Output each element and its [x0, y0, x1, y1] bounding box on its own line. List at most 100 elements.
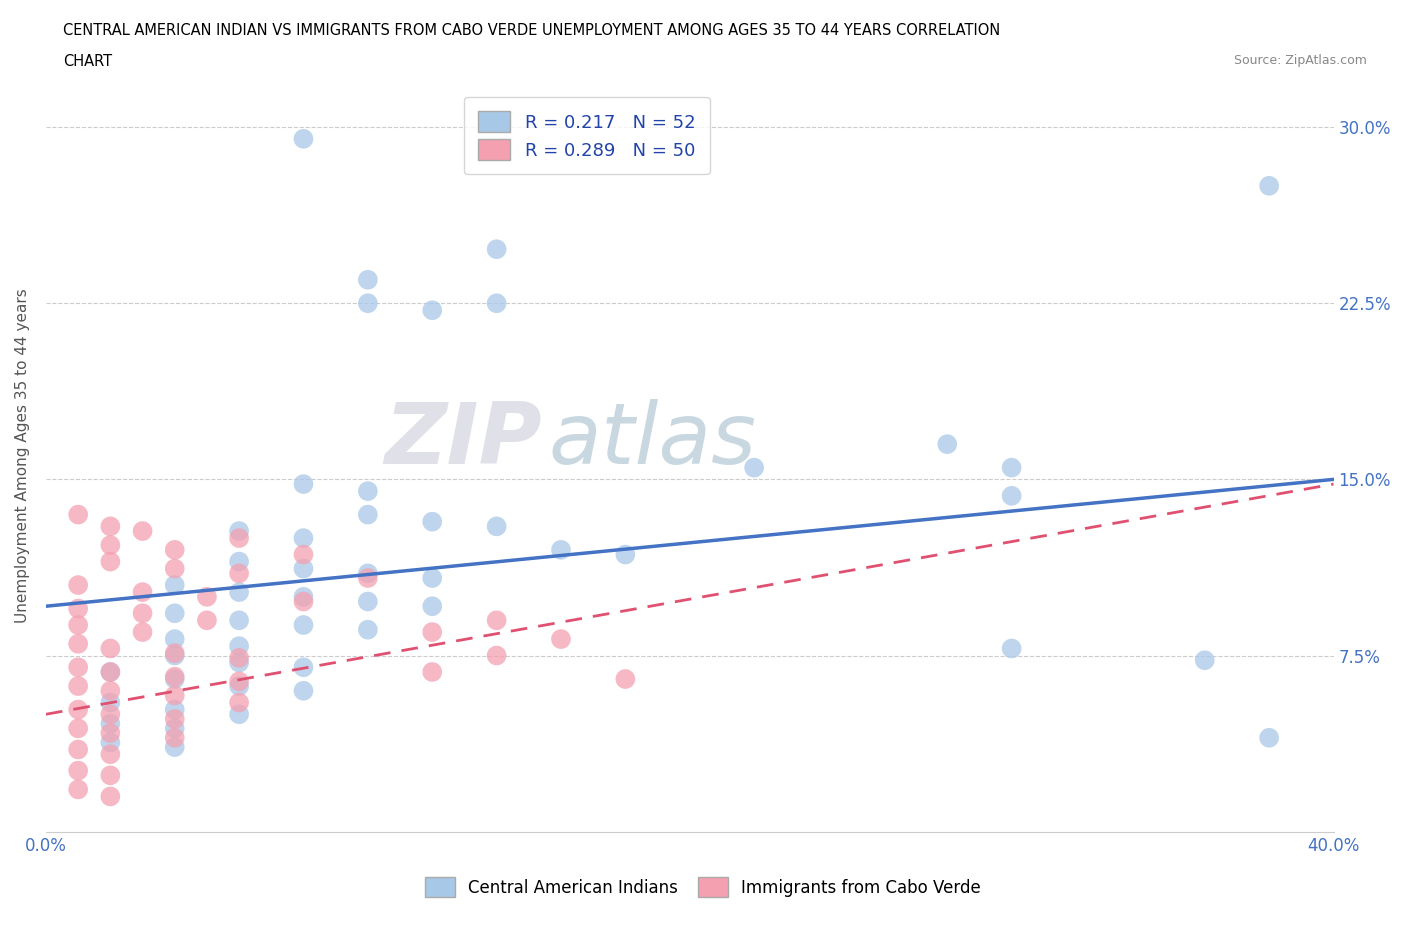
Point — [357, 571, 380, 586]
Point — [98, 695, 121, 710]
Point — [228, 679, 250, 694]
Point — [420, 665, 443, 680]
Point — [98, 768, 121, 783]
Point — [614, 671, 637, 686]
Point — [163, 739, 186, 754]
Point — [228, 707, 250, 722]
Point — [485, 296, 508, 311]
Point — [131, 605, 153, 620]
Point — [195, 613, 218, 628]
Point — [1001, 460, 1024, 475]
Point — [1001, 488, 1024, 503]
Point — [742, 460, 765, 475]
Text: atlas: atlas — [548, 399, 756, 483]
Legend: Central American Indians, Immigrants from Cabo Verde: Central American Indians, Immigrants fro… — [416, 869, 990, 905]
Point — [228, 674, 250, 689]
Text: Source: ZipAtlas.com: Source: ZipAtlas.com — [1233, 54, 1367, 67]
Text: ZIP: ZIP — [384, 399, 541, 483]
Point — [550, 542, 572, 557]
Point — [485, 648, 508, 663]
Point — [163, 605, 186, 620]
Point — [163, 688, 186, 703]
Point — [614, 547, 637, 562]
Point — [98, 707, 121, 722]
Point — [67, 721, 90, 736]
Point — [67, 660, 90, 675]
Point — [98, 665, 121, 680]
Point — [936, 437, 959, 452]
Point — [98, 684, 121, 698]
Point — [485, 613, 508, 628]
Point — [228, 650, 250, 665]
Point — [67, 702, 90, 717]
Point — [1258, 179, 1281, 193]
Point — [292, 561, 315, 576]
Point — [292, 594, 315, 609]
Point — [1194, 653, 1216, 668]
Point — [228, 565, 250, 580]
Point — [420, 514, 443, 529]
Point — [292, 660, 315, 675]
Point — [292, 590, 315, 604]
Point — [485, 242, 508, 257]
Point — [163, 648, 186, 663]
Point — [131, 585, 153, 600]
Point — [163, 711, 186, 726]
Point — [98, 747, 121, 762]
Point — [67, 742, 90, 757]
Point — [292, 131, 315, 146]
Point — [98, 554, 121, 569]
Point — [163, 730, 186, 745]
Point — [67, 507, 90, 522]
Point — [67, 782, 90, 797]
Point — [228, 585, 250, 600]
Point — [163, 542, 186, 557]
Point — [228, 554, 250, 569]
Point — [98, 538, 121, 552]
Point — [98, 665, 121, 680]
Point — [357, 507, 380, 522]
Y-axis label: Unemployment Among Ages 35 to 44 years: Unemployment Among Ages 35 to 44 years — [15, 288, 30, 623]
Point — [67, 679, 90, 694]
Point — [420, 303, 443, 318]
Point — [131, 524, 153, 538]
Point — [163, 645, 186, 660]
Point — [163, 671, 186, 686]
Point — [228, 695, 250, 710]
Point — [163, 561, 186, 576]
Point — [357, 622, 380, 637]
Point — [357, 565, 380, 580]
Point — [98, 789, 121, 804]
Legend: R = 0.217   N = 52, R = 0.289   N = 50: R = 0.217 N = 52, R = 0.289 N = 50 — [464, 97, 710, 175]
Point — [67, 601, 90, 616]
Point — [163, 578, 186, 592]
Point — [195, 590, 218, 604]
Point — [550, 631, 572, 646]
Point — [357, 594, 380, 609]
Point — [163, 670, 186, 684]
Point — [228, 524, 250, 538]
Point — [292, 684, 315, 698]
Point — [67, 618, 90, 632]
Point — [228, 613, 250, 628]
Point — [163, 721, 186, 736]
Point — [67, 578, 90, 592]
Point — [292, 477, 315, 492]
Point — [98, 641, 121, 656]
Point — [98, 735, 121, 750]
Point — [420, 599, 443, 614]
Point — [357, 296, 380, 311]
Point — [420, 625, 443, 640]
Point — [98, 716, 121, 731]
Point — [420, 571, 443, 586]
Point — [163, 631, 186, 646]
Point — [98, 519, 121, 534]
Point — [163, 702, 186, 717]
Point — [292, 618, 315, 632]
Point — [292, 531, 315, 546]
Text: CENTRAL AMERICAN INDIAN VS IMMIGRANTS FROM CABO VERDE UNEMPLOYMENT AMONG AGES 35: CENTRAL AMERICAN INDIAN VS IMMIGRANTS FR… — [63, 23, 1001, 38]
Point — [67, 764, 90, 778]
Point — [98, 725, 121, 740]
Point — [1258, 730, 1281, 745]
Point — [228, 655, 250, 670]
